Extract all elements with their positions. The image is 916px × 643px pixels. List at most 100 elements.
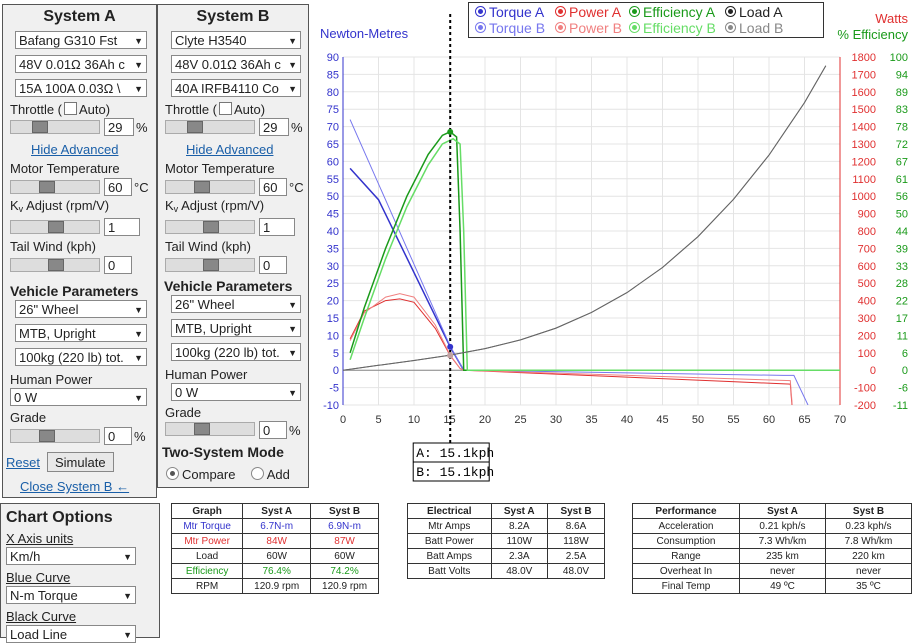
system-a-kv-thumb[interactable] (48, 221, 64, 233)
system-a-reset-link[interactable]: Reset (6, 455, 40, 470)
legend-item-power-b[interactable]: Power B (555, 20, 622, 36)
system-a-wheel-select[interactable]: 26" Wheel (15, 300, 147, 318)
legend-item-torque-b[interactable]: Torque B (475, 20, 545, 36)
system-a-throttle-thumb[interactable] (32, 121, 48, 133)
system-a-motor-temp-unit: °C (134, 180, 149, 195)
system-b-throttle-thumb[interactable] (187, 121, 203, 133)
system-b-kv-label: Kv Adjust (rpm/V) (165, 198, 264, 214)
system-b-human-power-select[interactable]: 0 W (171, 383, 301, 401)
system-b-kv-thumb[interactable] (203, 221, 219, 233)
cursor-readout-b: B: 15.1kph (416, 465, 494, 480)
x-tick-label: 0 (340, 414, 346, 426)
system-b-controller-select[interactable]: 40A IRFB4110 Co (171, 79, 301, 97)
system-b-frame-select[interactable]: MTB, Upright (171, 319, 301, 337)
system-b-kv-input[interactable]: 1 (259, 218, 295, 236)
left-tick-label: 85 (327, 69, 339, 81)
system-b-kv-slider[interactable] (165, 220, 255, 234)
efficiency-tick-label: 89 (896, 87, 908, 99)
system-b-tailwind-slider[interactable] (165, 258, 255, 272)
blue-curve-select[interactable]: N-m Torque (6, 586, 136, 604)
system-a-human-power-select[interactable]: 0 W (10, 388, 147, 406)
system-a-throttle-slider[interactable] (10, 120, 100, 134)
system-b-auto-checkbox[interactable] (219, 102, 233, 115)
system-a-tailwind-thumb[interactable] (48, 259, 64, 271)
system-a-grade-thumb[interactable] (39, 430, 55, 442)
system-b-battery-select[interactable]: 48V 0.01Ω 36Ah c (171, 55, 301, 73)
system-a-frame-select[interactable]: MTB, Upright (15, 324, 147, 342)
cursor-readout-a: A: 15.1kph (416, 446, 494, 461)
left-tick-label: -5 (329, 383, 339, 395)
system-a-motor-select[interactable]: Bafang G310 Fst (15, 31, 147, 49)
legend-label-load-a: Load A (739, 4, 783, 20)
legend-item-efficiency-a[interactable]: Efficiency A (629, 4, 715, 20)
table-row: Overheat In never never (632, 563, 913, 579)
table-header-cell: Syst B (824, 503, 913, 519)
system-b-throttle-slider[interactable] (165, 120, 255, 134)
watts-tick-label: 1600 (852, 87, 876, 99)
system-b-wheel-select[interactable]: 26" Wheel (171, 295, 301, 313)
table-header-cell: Performance (632, 503, 740, 519)
add-label: Add (266, 467, 290, 482)
table-cell: Batt Amps (407, 548, 492, 564)
system-b-motor-temp-slider[interactable] (165, 180, 255, 194)
system-a-motor-temp-input[interactable]: 60 (104, 178, 132, 196)
system-a-throttle-input[interactable]: 29 (104, 118, 134, 136)
legend-item-torque-a[interactable]: Torque A (475, 4, 544, 20)
system-b-grade-thumb[interactable] (194, 423, 210, 435)
system-b-motor-select[interactable]: Clyte H3540 (171, 31, 301, 49)
left-tick-label: 25 (327, 278, 339, 290)
two-system-mode-title: Two-System Mode (162, 444, 284, 460)
black-curve-select[interactable]: Load Line (6, 625, 136, 643)
add-radio[interactable] (250, 467, 264, 480)
legend-item-load-b[interactable]: Load B (725, 20, 783, 36)
close-system-b-link[interactable]: Close System B ← (20, 479, 130, 494)
system-b-throttle-input[interactable]: 29 (259, 118, 289, 136)
system-a-hide-advanced-link[interactable]: Hide Advanced (31, 142, 119, 157)
system-a-tailwind-input[interactable]: 0 (104, 256, 132, 274)
watts-tick-label: 1400 (852, 122, 876, 134)
system-a-controller-select[interactable]: 15A 100A 0.03Ω \ (15, 79, 147, 97)
system-a-kv-slider[interactable] (10, 220, 100, 234)
legend-item-load-a[interactable]: Load A (725, 4, 783, 20)
efficiency-tick-label: 94 (896, 69, 908, 81)
x-axis-units-select[interactable]: Km/h (6, 547, 136, 565)
chart-cursor[interactable]: A: 15.1kph B: 15.1kph (412, 14, 494, 482)
system-a-grade-unit: % (134, 429, 146, 444)
x-tick-label: 60 (763, 414, 775, 426)
system-a-battery-select[interactable]: 48V 0.01Ω 36Ah c (15, 55, 147, 73)
left-tick-label: 20 (327, 296, 339, 308)
system-b-grade-slider[interactable] (165, 422, 255, 436)
left-axis-title: Newton-Metres (320, 26, 409, 41)
system-b-tailwind-input[interactable]: 0 (259, 256, 287, 274)
system-a-weight-select[interactable]: 100kg (220 lb) tot. (15, 348, 147, 366)
system-a-title: System A (43, 8, 116, 25)
table-cell: Acceleration (632, 518, 740, 534)
chart-legend: Torque A Power A Efficiency A Load A Tor… (468, 2, 824, 38)
table-cell: 120.9 rpm (310, 578, 379, 594)
system-a-grade-input[interactable]: 0 (104, 427, 132, 445)
system-a-tailwind-slider[interactable] (10, 258, 100, 272)
legend-label-load-b: Load B (739, 20, 784, 36)
watts-tick-label: 0 (870, 365, 876, 377)
watts-tick-label: -100 (854, 383, 876, 395)
left-tick-label: 45 (327, 209, 339, 221)
system-b-weight-select[interactable]: 100kg (220 lb) tot. (171, 343, 301, 361)
system-b-hide-advanced-link[interactable]: Hide Advanced (186, 142, 274, 157)
compare-radio[interactable] (166, 467, 179, 480)
system-a-motor-temp-thumb[interactable] (39, 181, 55, 193)
system-b-grade-input[interactable]: 0 (259, 421, 287, 439)
system-a-grade-slider[interactable] (10, 429, 100, 443)
system-b-motor-temp-input[interactable]: 60 (259, 178, 287, 196)
system-b-tailwind-thumb[interactable] (203, 259, 219, 271)
system-b-motor-temp-thumb[interactable] (194, 181, 210, 193)
table-cell: 6.9N-m (310, 518, 379, 534)
efficiency-tick-label: 61 (896, 174, 908, 186)
system-a-motor-temp-slider[interactable] (10, 180, 100, 194)
legend-item-efficiency-b[interactable]: Efficiency B (629, 20, 716, 36)
chart-series (343, 65, 840, 405)
table-cell: Mtr Amps (407, 518, 492, 534)
system-a-auto-checkbox[interactable] (64, 102, 78, 115)
system-a-kv-input[interactable]: 1 (104, 218, 140, 236)
legend-item-power-a[interactable]: Power A (555, 4, 621, 20)
simulate-button[interactable]: Simulate (47, 452, 114, 472)
